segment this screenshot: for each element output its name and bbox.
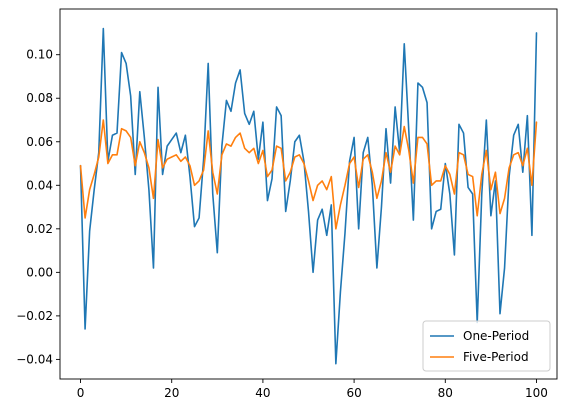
y-tick-label: 0.10 [26, 48, 53, 62]
y-axis: −0.04 −0.02 0.00 0.02 0.04 0.06 0.08 0.10 [16, 48, 60, 366]
series-line-five-period [79, 119, 538, 230]
legend-label-five-period: Five-Period [463, 350, 529, 364]
x-tick-label: 40 [255, 386, 270, 400]
y-tick-label: 0.04 [26, 178, 53, 192]
y-tick-label: 0.08 [26, 91, 53, 105]
y-tick-label: 0.00 [26, 265, 53, 279]
series-layer [79, 27, 538, 365]
legend-label-one-period: One-Period [463, 329, 529, 343]
plot-frame [59, 8, 558, 380]
x-tick-label: 20 [164, 386, 179, 400]
legend: One-Period Five-Period [422, 320, 551, 372]
x-tick-label: 100 [525, 386, 548, 400]
x-tick-label: 0 [77, 386, 85, 400]
x-axis: 0 20 40 60 80 100 [77, 379, 548, 400]
series-line-one-period [79, 27, 538, 365]
y-tick-label: 0.02 [26, 222, 53, 236]
y-tick-label: −0.02 [16, 309, 53, 323]
y-tick-label: −0.04 [16, 352, 53, 366]
legend-box [422, 320, 551, 372]
x-tick-label: 80 [438, 386, 453, 400]
y-tick-label: 0.06 [26, 135, 53, 149]
x-tick-label: 60 [346, 386, 361, 400]
